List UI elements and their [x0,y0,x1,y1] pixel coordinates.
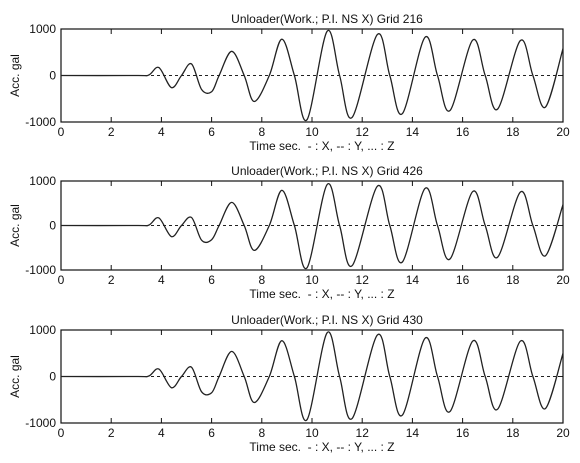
x-tick-label: 14 [406,125,420,139]
x-axis-label: Time sec. - : X, -- : Y, ... : Z [249,139,394,153]
x-tick-label: 18 [506,125,520,139]
y-tick-label: -1000 [25,115,56,129]
x-tick-label: 20 [556,426,570,440]
x-tick-label: 20 [556,125,570,139]
x-tick-label: 14 [406,426,420,440]
x-tick-label: 6 [208,426,215,440]
x-tick-label: 12 [356,125,370,139]
x-tick-label: 6 [208,125,215,139]
series-line-solid [61,29,563,122]
x-tick-label: 0 [58,426,65,440]
series-line-solid [61,331,563,422]
x-tick-label: 4 [158,273,165,287]
x-tick-label: 10 [305,273,319,287]
chart-title: Unloader(Work.; P.I. NS X) Grid 216 [231,12,423,26]
x-tick-label: 16 [456,426,470,440]
series-line-solid [61,183,563,270]
y-tick-label: 1000 [29,22,56,36]
x-tick-label: 8 [258,125,265,139]
x-tick-label: 4 [158,125,165,139]
x-tick-label: 0 [58,125,65,139]
y-tick-label: 1000 [29,174,56,188]
x-tick-label: 16 [456,273,470,287]
x-tick-label: 20 [556,273,570,287]
chart-panel-2: Unloader(Work.; P.I. NS X) Grid 426 1000 0… [8,164,570,301]
x-tick-label: 12 [356,426,370,440]
chart-title: Unloader(Work.; P.I. NS X) Grid 430 [231,313,423,327]
x-tick-label: 0 [58,273,65,287]
x-tick-label: 12 [356,273,370,287]
x-tick-label: 2 [108,426,115,440]
chart-panel-1: Unloader(Work.; P.I. NS X) Grid 216 1000 0… [8,12,570,153]
y-tick-label: 0 [49,370,56,384]
y-axis-label: Acc. gal [8,355,22,398]
chart-title: Unloader(Work.; P.I. NS X) Grid 426 [231,164,423,178]
chart-panel-3: Unloader(Work.; P.I. NS X) Grid 430 1000 0… [8,313,570,454]
x-axis-label: Time sec. - : X, -- : Y, ... : Z [249,287,394,301]
x-tick-label: 18 [506,273,520,287]
y-tick-label: -1000 [25,263,56,277]
y-tick-label: 0 [49,69,56,83]
y-tick-label: 1000 [29,323,56,337]
x-tick-label: 16 [456,125,470,139]
x-tick-label: 8 [258,273,265,287]
x-axis-label: Time sec. - : X, -- : Y, ... : Z [249,440,394,454]
y-axis-label: Acc. gal [8,54,22,97]
x-tick-label: 4 [158,426,165,440]
y-axis-label: Acc. gal [8,204,22,247]
x-tick-label: 14 [406,273,420,287]
y-tick-label: 0 [49,219,56,233]
x-tick-label: 10 [305,426,319,440]
x-tick-label: 18 [506,426,520,440]
x-tick-label: 8 [258,426,265,440]
x-tick-label: 6 [208,273,215,287]
y-tick-label: -1000 [25,416,56,430]
x-tick-label: 2 [108,125,115,139]
x-tick-label: 2 [108,273,115,287]
x-tick-label: 10 [305,125,319,139]
